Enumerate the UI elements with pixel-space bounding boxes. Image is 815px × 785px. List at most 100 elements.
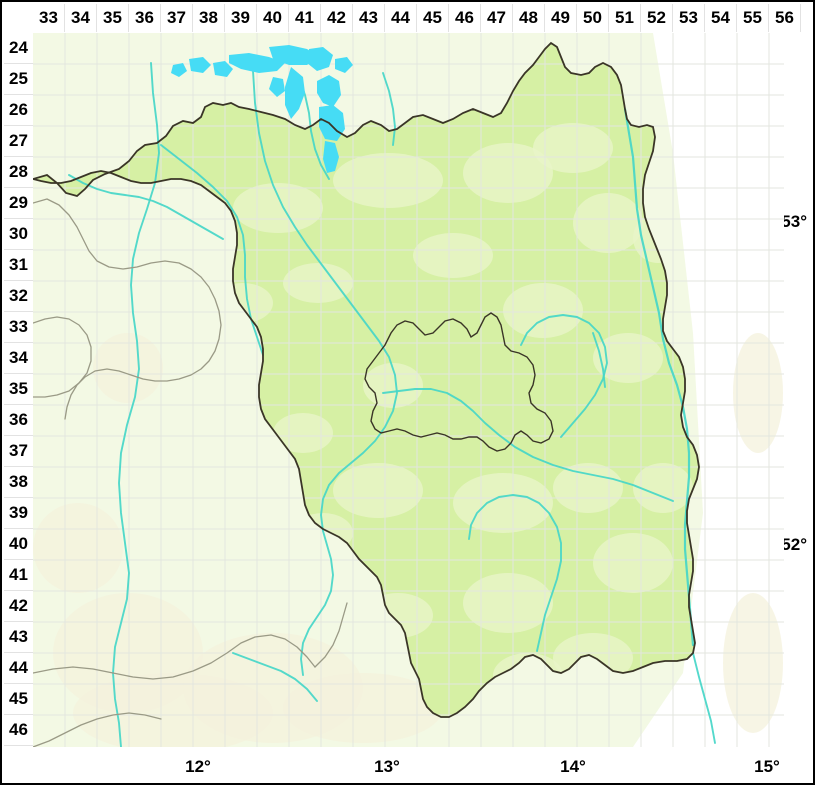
lake-polygon [189, 57, 211, 73]
column-label-38: 38 [193, 4, 225, 32]
column-label-43: 43 [353, 4, 385, 32]
row-label-39: 39 [4, 498, 33, 529]
river-line [298, 76, 330, 180]
row-label-25: 25 [4, 64, 33, 95]
terrain-patch-inner [463, 573, 553, 633]
river-line [112, 62, 160, 747]
row-label-34: 34 [4, 343, 33, 374]
river-line [692, 652, 716, 744]
lake-polygon [213, 61, 233, 77]
row-label-46: 46 [4, 715, 33, 746]
longitude-label-15: 15° [752, 757, 782, 777]
terrain-patch-inner [533, 123, 613, 173]
neighbor-boundary-line [314, 602, 348, 668]
neighbor-boundary-line [33, 712, 162, 747]
column-label-53: 53 [673, 4, 705, 32]
river-line [520, 314, 608, 438]
column-label-56: 56 [769, 4, 801, 32]
lake-polygon [317, 75, 341, 107]
river-line [382, 388, 674, 502]
column-label-34: 34 [65, 4, 97, 32]
column-label-49: 49 [545, 4, 577, 32]
lake-polygon [323, 141, 339, 173]
longitude-label-12: 12° [183, 757, 213, 777]
row-label-35: 35 [4, 374, 33, 405]
terrain-patch-inner [413, 233, 493, 278]
column-label-36: 36 [129, 4, 161, 32]
longitude-label-14: 14° [558, 757, 588, 777]
column-label-37: 37 [161, 4, 193, 32]
lake-polygon [335, 57, 353, 73]
river-line [252, 70, 398, 676]
terrain-patch-inner [503, 283, 583, 338]
neighbor-boundary-line [33, 198, 222, 420]
lake-polygon [269, 77, 285, 97]
row-label-30: 30 [4, 219, 33, 250]
terrain-patch [283, 673, 443, 743]
lake-polygon [171, 63, 187, 77]
row-label-42: 42 [4, 591, 33, 622]
lake-polygon [229, 53, 285, 73]
latitude-label-53: 53° [779, 212, 809, 232]
enclave-border-berlin [364, 312, 554, 452]
column-label-54: 54 [705, 4, 737, 32]
terrain-patch-inner [283, 263, 353, 303]
coordinate-grid [33, 33, 784, 747]
map-graphic [33, 33, 784, 747]
lake-polygon [269, 45, 319, 65]
terrain-patch [93, 333, 163, 403]
column-label-39: 39 [225, 4, 257, 32]
lake-polygon [285, 67, 305, 119]
river-line [592, 332, 606, 388]
lake-polygon [307, 47, 333, 71]
river-line [623, 107, 695, 647]
row-label-36: 36 [4, 405, 33, 436]
row-label-27: 27 [4, 126, 33, 157]
column-label-51: 51 [609, 4, 641, 32]
row-label-29: 29 [4, 188, 33, 219]
terrain-patch [733, 333, 783, 453]
terrain-beige-patches [33, 193, 783, 747]
column-label-48: 48 [513, 4, 545, 32]
state-border-brandenburg [33, 41, 700, 718]
terrain-patch [33, 503, 123, 593]
longitude-label-13: 13° [372, 757, 402, 777]
terrain-patch-inner [593, 333, 663, 383]
column-label-41: 41 [289, 4, 321, 32]
river-line [68, 174, 224, 240]
row-label-45: 45 [4, 684, 33, 715]
terrain-patch-inner [453, 473, 553, 533]
column-label-row: 33 34 35 36 37 38 39 40 41 42 43 44 45 46 47 48 49 50 51 52… [33, 4, 801, 32]
row-label-33: 33 [4, 312, 33, 343]
river-line [382, 72, 396, 146]
terrain-patch-inner [233, 183, 323, 233]
column-label-45: 45 [417, 4, 449, 32]
terrain-patch-inner [273, 413, 333, 453]
terrain-patch-inner [633, 463, 693, 513]
neighbor-boundary-line [33, 634, 316, 680]
row-label-40: 40 [4, 529, 33, 560]
row-label-26: 26 [4, 95, 33, 126]
column-label-50: 50 [577, 4, 609, 32]
row-label-column: 24 25 26 27 28 29 30 31 32 33 34 35 36 37 38 39 40 41 42 43… [4, 33, 33, 746]
terrain-patch-inner [553, 463, 623, 513]
column-label-35: 35 [97, 4, 129, 32]
terrain-patch-inner [573, 193, 643, 253]
column-label-42: 42 [321, 4, 353, 32]
latitude-label-52: 52° [779, 535, 809, 555]
column-label-44: 44 [385, 4, 417, 32]
row-label-24: 24 [4, 33, 33, 64]
column-label-52: 52 [641, 4, 673, 32]
row-label-32: 32 [4, 281, 33, 312]
terrain-patch-inner [593, 533, 673, 593]
row-label-37: 37 [4, 436, 33, 467]
row-label-43: 43 [4, 622, 33, 653]
neighbor-boundary-line [33, 316, 92, 398]
column-label-46: 46 [449, 4, 481, 32]
column-label-33: 33 [33, 4, 65, 32]
river-line [232, 652, 318, 702]
row-label-31: 31 [4, 250, 33, 281]
column-label-55: 55 [737, 4, 769, 32]
column-label-47: 47 [481, 4, 513, 32]
